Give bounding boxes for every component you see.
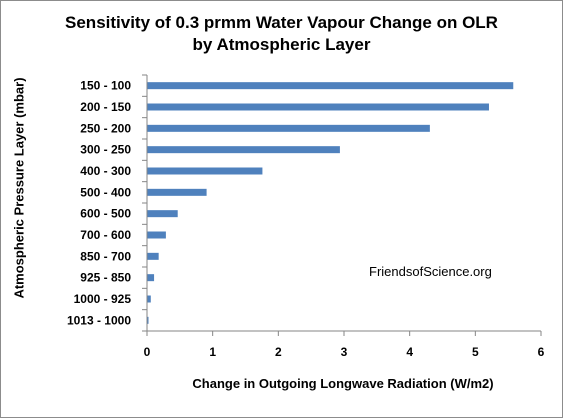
y-tick-label: 200 - 150 [80, 100, 131, 114]
bar [147, 82, 514, 90]
y-tick-label: 700 - 600 [80, 228, 131, 242]
bar [147, 146, 340, 154]
bar [147, 274, 155, 282]
x-tick-label: 0 [144, 345, 151, 359]
y-tick-label: 925 - 850 [80, 271, 131, 285]
x-axis-label: Change in Outgoing Longwave Radiation (W… [192, 376, 494, 391]
y-tick-label: 500 - 400 [80, 185, 131, 199]
bar [147, 210, 178, 218]
y-tick-label: 1013 - 1000 [67, 313, 131, 327]
x-tick-label: 1 [209, 345, 216, 359]
x-tick-label: 5 [472, 345, 479, 359]
bar [147, 231, 166, 239]
bar [147, 295, 151, 303]
y-tick-label: 850 - 700 [80, 249, 131, 263]
y-tick-label: 400 - 300 [80, 164, 131, 178]
bar [147, 167, 263, 175]
watermark-annotation: FriendsofScience.org [369, 264, 492, 279]
chart-title: Sensitivity of 0.3 prmm Water Vapour Cha… [0, 12, 563, 56]
y-tick-label: 150 - 100 [80, 79, 131, 93]
bar [147, 103, 489, 111]
bar [147, 252, 159, 260]
x-tick-label: 2 [275, 345, 282, 359]
x-tick-label: 3 [341, 345, 348, 359]
y-tick-label: 1000 - 925 [74, 292, 132, 306]
chart-title-line-2: by Atmospheric Layer [192, 35, 371, 54]
y-tick-label: 600 - 500 [80, 207, 131, 221]
y-tick-label: 250 - 200 [80, 121, 131, 135]
x-tick-label: 4 [406, 345, 413, 359]
bar [147, 316, 149, 324]
x-tick-label: 6 [538, 345, 545, 359]
bar [147, 188, 207, 196]
y-tick-label: 300 - 250 [80, 143, 131, 157]
chart-title-line-1: Sensitivity of 0.3 prmm Water Vapour Cha… [65, 13, 498, 32]
bar [147, 124, 430, 132]
